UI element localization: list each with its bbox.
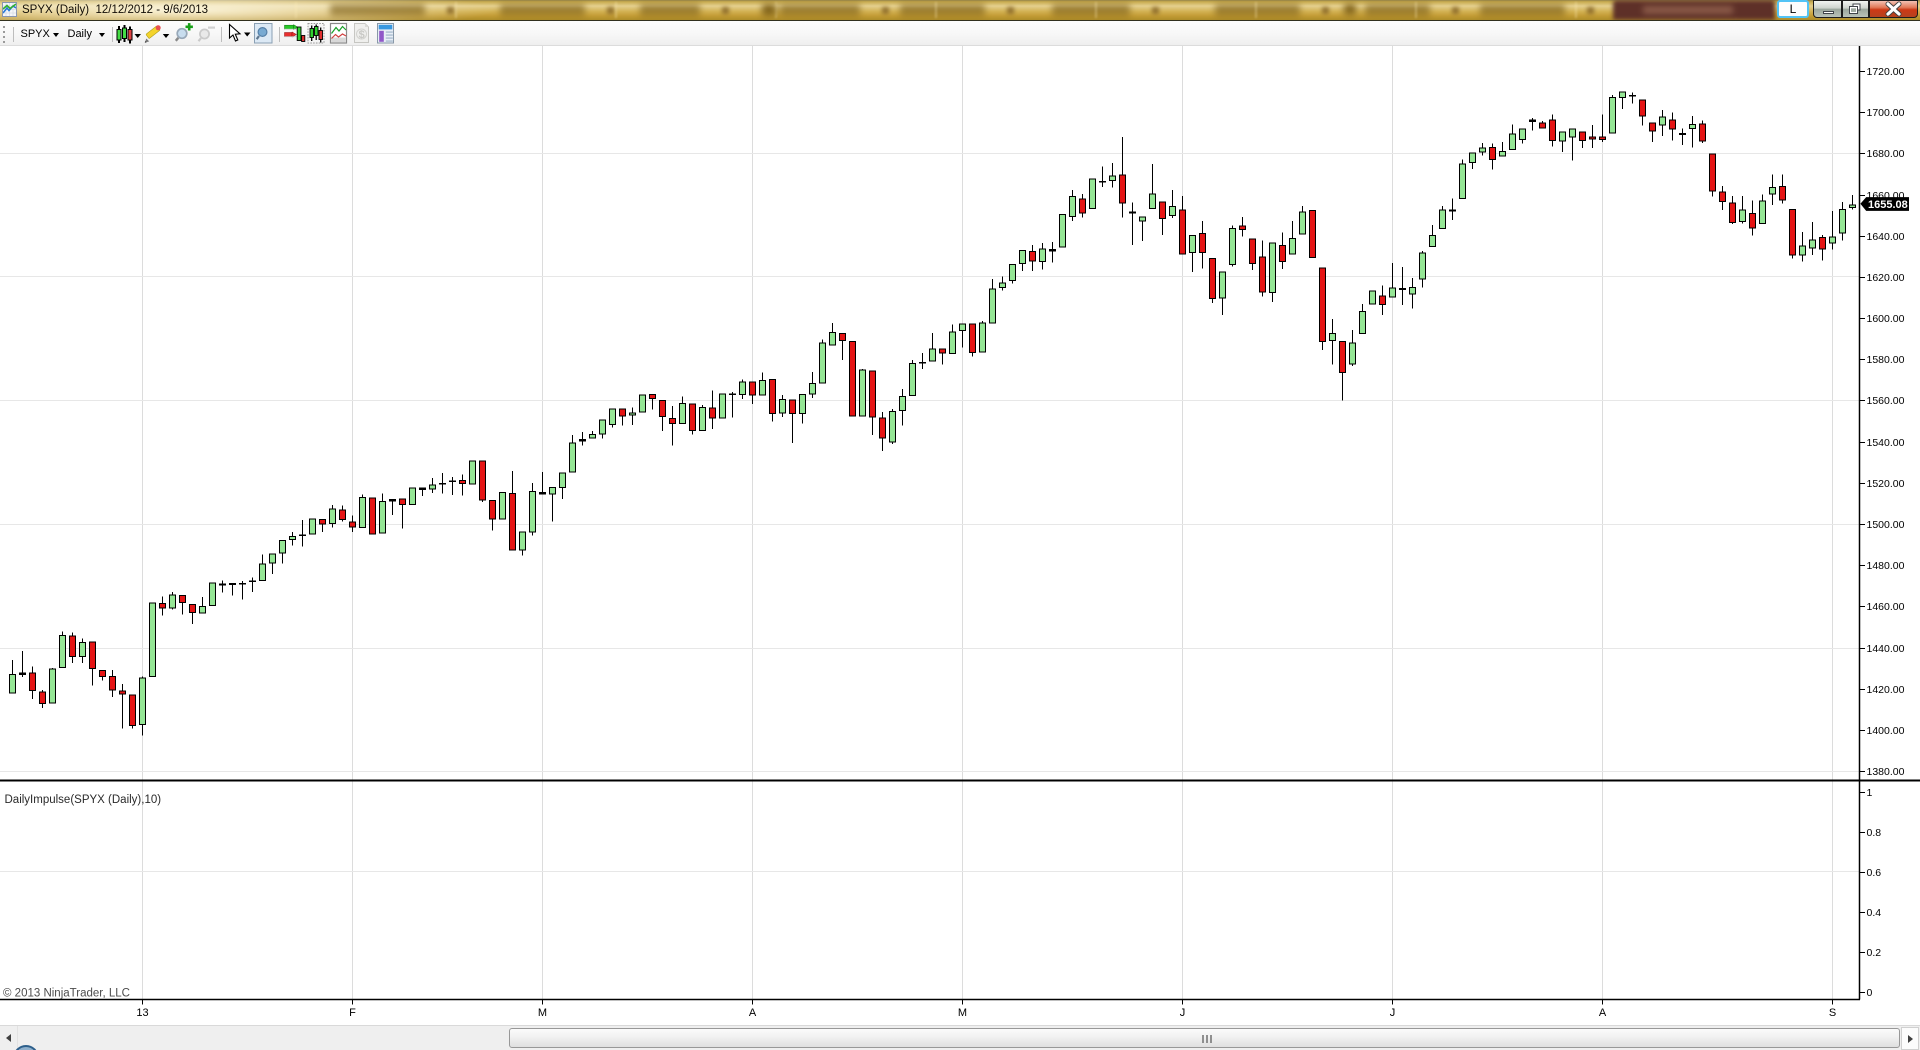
svg-text:A: A bbox=[749, 1007, 757, 1019]
svg-text:1680.00: 1680.00 bbox=[1867, 148, 1905, 160]
svg-text:0.2: 0.2 bbox=[1867, 947, 1882, 959]
svg-text:1380.00: 1380.00 bbox=[1867, 766, 1905, 778]
svg-text:1560.00: 1560.00 bbox=[1867, 395, 1905, 407]
svg-text:1620.00: 1620.00 bbox=[1867, 272, 1905, 284]
svg-text:1460.00: 1460.00 bbox=[1867, 601, 1905, 613]
svg-text:F: F bbox=[349, 1007, 356, 1019]
svg-text:J: J bbox=[1180, 1007, 1186, 1019]
svg-text:0.8: 0.8 bbox=[1867, 827, 1882, 839]
svg-text:M: M bbox=[958, 1007, 967, 1019]
svg-text:13: 13 bbox=[136, 1007, 148, 1019]
svg-text:1580.00: 1580.00 bbox=[1867, 354, 1905, 366]
svg-text:1400.00: 1400.00 bbox=[1867, 725, 1905, 737]
svg-text:S: S bbox=[1829, 1007, 1836, 1019]
svg-text:1655.08: 1655.08 bbox=[1868, 199, 1908, 211]
svg-text:1500.00: 1500.00 bbox=[1867, 519, 1905, 531]
svg-text:1600.00: 1600.00 bbox=[1867, 313, 1905, 325]
svg-text:1700.00: 1700.00 bbox=[1867, 107, 1905, 119]
svg-text:M: M bbox=[538, 1007, 547, 1019]
svg-text:J: J bbox=[1390, 1007, 1396, 1019]
svg-text:1540.00: 1540.00 bbox=[1867, 437, 1905, 449]
svg-text:1520.00: 1520.00 bbox=[1867, 478, 1905, 490]
svg-text:1420.00: 1420.00 bbox=[1867, 684, 1905, 696]
svg-text:A: A bbox=[1599, 1007, 1607, 1019]
svg-text:© 2013 NinjaTrader, LLC: © 2013 NinjaTrader, LLC bbox=[3, 988, 130, 1000]
svg-text:$: $ bbox=[359, 29, 365, 41]
svg-text:DailyImpulse(SPYX (Daily),10): DailyImpulse(SPYX (Daily),10) bbox=[5, 794, 162, 806]
svg-text:1440.00: 1440.00 bbox=[1867, 643, 1905, 655]
svg-text:0.6: 0.6 bbox=[1867, 867, 1882, 879]
svg-text:1: 1 bbox=[1867, 787, 1873, 799]
svg-text:1640.00: 1640.00 bbox=[1867, 231, 1905, 243]
svg-text:1720.00: 1720.00 bbox=[1867, 66, 1905, 78]
svg-text:1480.00: 1480.00 bbox=[1867, 560, 1905, 572]
svg-text:0: 0 bbox=[1867, 987, 1873, 999]
svg-text:0.4: 0.4 bbox=[1867, 907, 1882, 919]
